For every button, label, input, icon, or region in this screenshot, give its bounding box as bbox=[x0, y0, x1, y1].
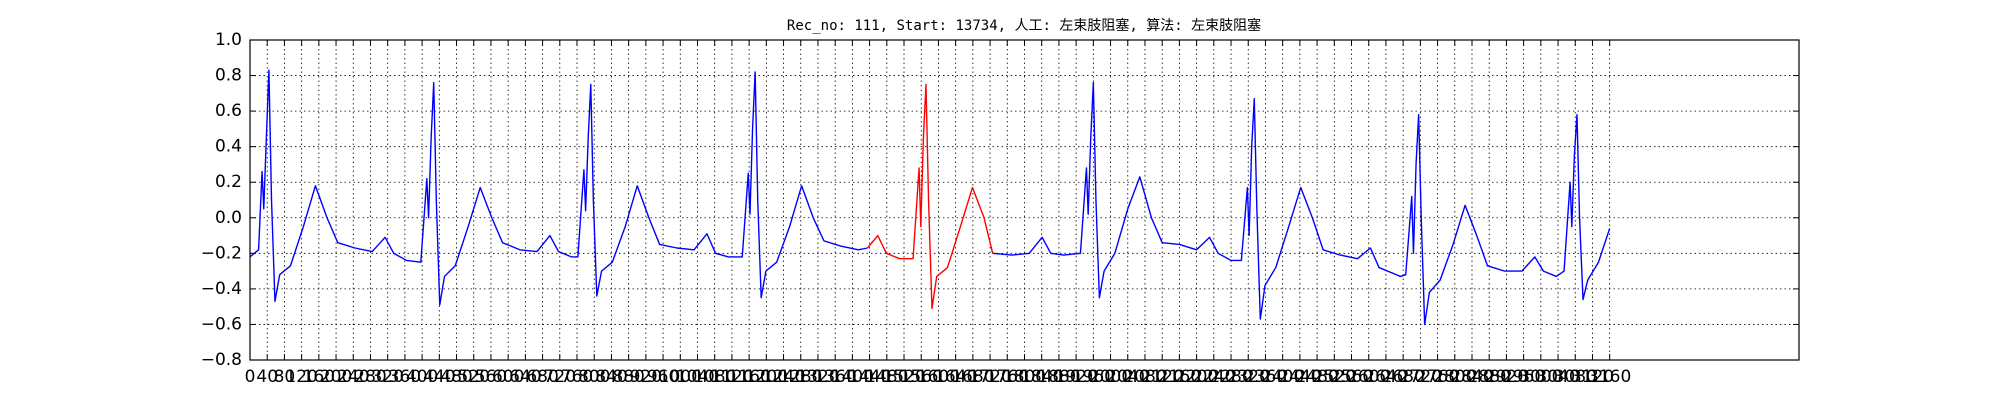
x-tick-label: 1080 bbox=[693, 367, 736, 387]
chart-title: Rec_no: 111, Start: 13734, 人工: 左束肢阻塞, 算法… bbox=[787, 17, 1261, 34]
x-tick-label: 2120 bbox=[1141, 367, 1184, 387]
x-tick-label: 800 bbox=[578, 367, 610, 387]
y-tick-label: −0.2 bbox=[201, 243, 242, 263]
x-tick-label: 2280 bbox=[1209, 367, 1252, 387]
x-tick-label: 960 bbox=[647, 367, 679, 387]
y-tick-label: −0.6 bbox=[201, 314, 242, 334]
x-tick-label: 600 bbox=[492, 367, 524, 387]
x-tick-label: 2480 bbox=[1295, 367, 1338, 387]
x-tick-label: 720 bbox=[544, 367, 576, 387]
x-tick-label: 2800 bbox=[1433, 367, 1476, 387]
x-tick-label: 2200 bbox=[1175, 367, 1218, 387]
x-tick-label: 2040 bbox=[1106, 367, 1149, 387]
ecg-line bbox=[866, 83, 994, 310]
y-tick-label: −0.8 bbox=[201, 350, 242, 370]
x-tick-label: 0 bbox=[245, 367, 256, 387]
x-tick-label: 1200 bbox=[745, 367, 788, 387]
x-tick-label: 1480 bbox=[865, 367, 908, 387]
x-tick-label: 480 bbox=[440, 367, 472, 387]
x-tick-label: 2320 bbox=[1227, 367, 1270, 387]
x-tick-label: 1840 bbox=[1020, 367, 1063, 387]
x-tick-label: 160 bbox=[303, 367, 335, 387]
x-tick-label: 1280 bbox=[779, 367, 822, 387]
x-tick-label: 2560 bbox=[1330, 367, 1373, 387]
x-tick-label: 920 bbox=[630, 367, 662, 387]
x-tick-label: 1000 bbox=[659, 367, 702, 387]
x-tick-label: 1640 bbox=[934, 367, 977, 387]
x-tick-label: 1360 bbox=[814, 367, 857, 387]
x-tick-label: 1120 bbox=[710, 367, 753, 387]
x-tick-label: 2920 bbox=[1485, 367, 1528, 387]
x-tick-label: 280 bbox=[354, 367, 386, 387]
x-tick-label: 2960 bbox=[1502, 367, 1545, 387]
x-tick-label: 1600 bbox=[917, 367, 960, 387]
x-tick-label: 1440 bbox=[848, 367, 891, 387]
ecg-line bbox=[249, 69, 868, 306]
x-tick-label: 360 bbox=[389, 367, 421, 387]
x-tick-label: 1920 bbox=[1055, 367, 1098, 387]
y-tick-label: 0.0 bbox=[215, 208, 242, 228]
x-tick-label: 2160 bbox=[1158, 367, 1201, 387]
x-tick-label: 640 bbox=[509, 367, 541, 387]
ecg-line bbox=[992, 81, 1611, 326]
x-tick-label: 1960 bbox=[1072, 367, 1115, 387]
x-tick-label: 3080 bbox=[1554, 367, 1597, 387]
y-tick-label: 1.0 bbox=[215, 30, 242, 50]
x-tick-label: 320 bbox=[371, 367, 403, 387]
x-tick-label: 200 bbox=[320, 367, 352, 387]
x-tick-label: 3000 bbox=[1519, 367, 1562, 387]
x-tick-label: 1880 bbox=[1037, 367, 1080, 387]
x-tick-label: 2240 bbox=[1192, 367, 1235, 387]
x-tick-label: 1680 bbox=[951, 367, 994, 387]
x-tick-label: 1160 bbox=[727, 367, 770, 387]
x-tick-label: 2880 bbox=[1468, 367, 1511, 387]
y-tick-label: 0.4 bbox=[215, 137, 242, 157]
x-tick-label: 1760 bbox=[986, 367, 1029, 387]
x-tick-label: 440 bbox=[423, 367, 455, 387]
x-tick-label: 2080 bbox=[1123, 367, 1166, 387]
x-tick-label: 880 bbox=[612, 367, 644, 387]
x-tick-label: 1560 bbox=[900, 367, 943, 387]
y-tick-label: 0.8 bbox=[215, 66, 242, 86]
x-tick-label: 2600 bbox=[1347, 367, 1390, 387]
x-tick-label: 1520 bbox=[882, 367, 925, 387]
x-tick-label: 2760 bbox=[1416, 367, 1459, 387]
x-tick-label: 2400 bbox=[1261, 367, 1304, 387]
x-tick-label: 1800 bbox=[1003, 367, 1046, 387]
x-tick-label: 40 bbox=[256, 367, 278, 387]
x-tick-label: 2720 bbox=[1399, 367, 1442, 387]
x-tick-label: 2520 bbox=[1313, 367, 1356, 387]
x-tick-label: 1040 bbox=[676, 367, 719, 387]
x-tick-label: 2360 bbox=[1244, 367, 1287, 387]
x-tick-label: 3160 bbox=[1588, 367, 1631, 387]
x-tick-label: 680 bbox=[526, 367, 558, 387]
x-tick-label: 2680 bbox=[1382, 367, 1425, 387]
x-tick-label: 2840 bbox=[1450, 367, 1493, 387]
x-tick-label: 1240 bbox=[762, 367, 805, 387]
y-tick-label: 0.6 bbox=[215, 101, 242, 121]
x-tick-label: 520 bbox=[458, 367, 490, 387]
x-tick-label: 840 bbox=[595, 367, 627, 387]
y-tick-label: −0.4 bbox=[201, 279, 242, 299]
x-tick-label: 1400 bbox=[831, 367, 874, 387]
x-tick-label: 400 bbox=[406, 367, 438, 387]
x-tick-label: 760 bbox=[561, 367, 593, 387]
x-tick-label: 240 bbox=[337, 367, 369, 387]
x-tick-label: 120 bbox=[285, 367, 317, 387]
x-tick-label: 80 bbox=[274, 367, 296, 387]
x-tick-label: 3040 bbox=[1536, 367, 1579, 387]
plot-frame bbox=[249, 39, 1800, 361]
x-tick-label: 560 bbox=[475, 367, 507, 387]
x-tick-label: 1720 bbox=[968, 367, 1011, 387]
x-tick-label: 2640 bbox=[1364, 367, 1407, 387]
x-tick-label: 2000 bbox=[1089, 367, 1132, 387]
y-tick-label: 0.2 bbox=[215, 172, 242, 192]
x-tick-label: 3120 bbox=[1571, 367, 1614, 387]
x-tick-label: 2440 bbox=[1278, 367, 1321, 387]
x-tick-label: 1320 bbox=[796, 367, 839, 387]
